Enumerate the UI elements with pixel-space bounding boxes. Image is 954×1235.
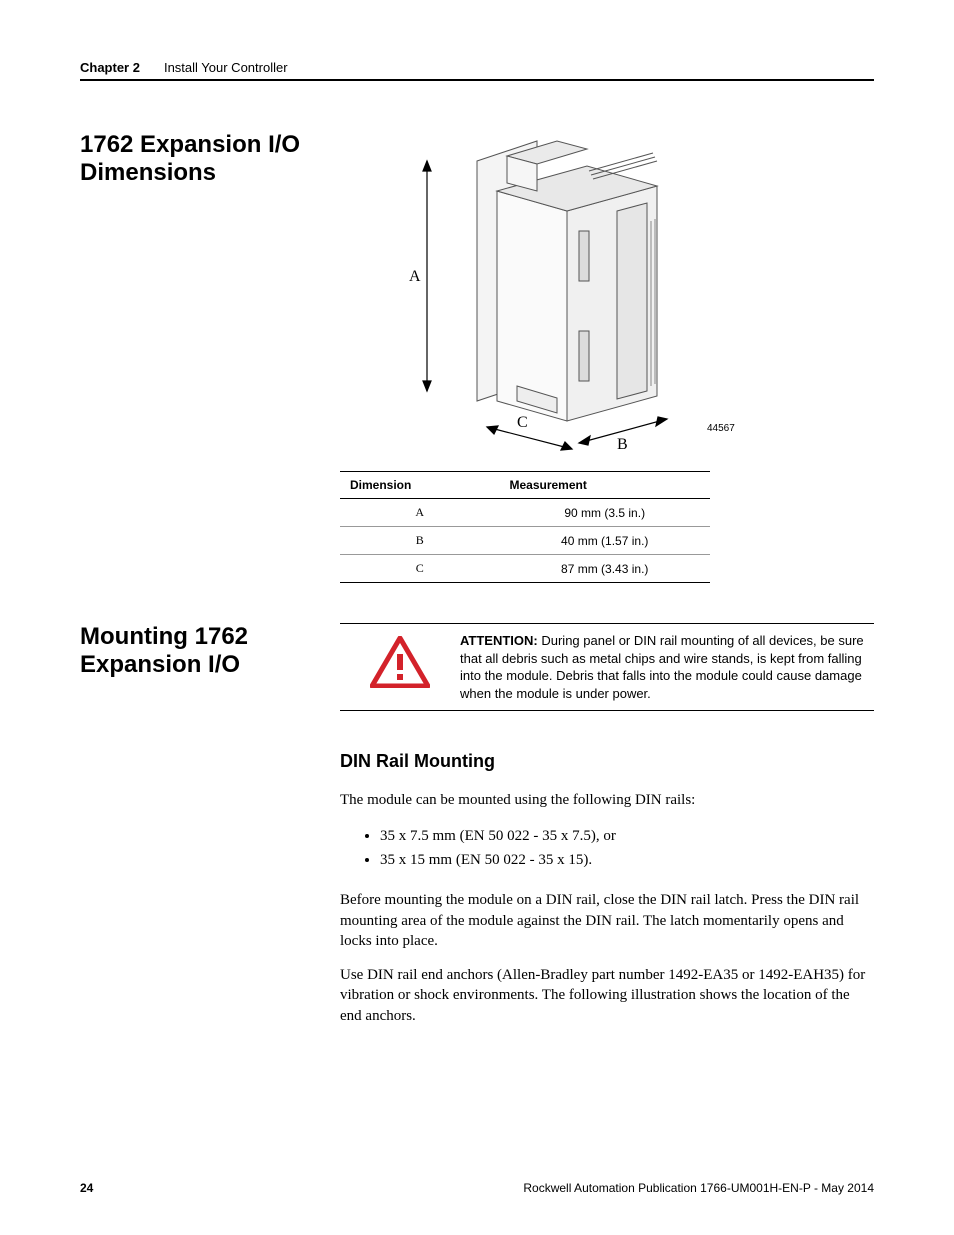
dim-label-c: C (517, 414, 528, 431)
module-diagram-svg: A C B 44567 (340, 131, 874, 451)
cell-dim: B (340, 527, 499, 555)
table-row: B 40 mm (1.57 in.) (340, 527, 710, 555)
mounting-content: ATTENTION: During panel or DIN rail moun… (340, 623, 874, 1040)
subheading-din-rail: DIN Rail Mounting (340, 751, 874, 772)
module-diagram: A C B 44567 (340, 131, 874, 451)
cell-meas: 90 mm (3.5 in.) (499, 499, 710, 527)
section-mounting: Mounting 1762 Expansion I/O ATTENTION: D… (80, 623, 874, 1040)
din-intro: The module can be mounted using the foll… (340, 790, 874, 810)
list-item: 35 x 15 mm (EN 50 022 - 35 x 15). (380, 848, 874, 872)
page-number: 24 (80, 1181, 93, 1195)
section-heading-dimensions: 1762 Expansion I/O Dimensions (80, 131, 340, 186)
cell-meas: 40 mm (1.57 in.) (499, 527, 710, 555)
col-dimension: Dimension (340, 472, 499, 499)
chapter-label: Chapter 2 (80, 60, 140, 75)
col-measurement: Measurement (499, 472, 710, 499)
table-row: C 87 mm (3.43 in.) (340, 555, 710, 583)
din-para-2: Before mounting the module on a DIN rail… (340, 890, 874, 951)
publication-info: Rockwell Automation Publication 1766-UM0… (523, 1181, 874, 1195)
chapter-title: Install Your Controller (164, 60, 288, 75)
attention-box: ATTENTION: During panel or DIN rail moun… (340, 623, 874, 711)
din-para-3: Use DIN rail end anchors (Allen-Bradley … (340, 965, 874, 1026)
dim-label-a: A (409, 268, 421, 285)
attention-text: ATTENTION: During panel or DIN rail moun… (460, 632, 874, 702)
din-rail-list: 35 x 7.5 mm (EN 50 022 - 35 x 7.5), or 3… (380, 824, 874, 872)
cell-dim: C (340, 555, 499, 583)
cell-dim: A (340, 499, 499, 527)
page-footer: 24 Rockwell Automation Publication 1766-… (80, 1181, 874, 1195)
table-header-row: Dimension Measurement (340, 472, 710, 499)
diagram-part-number: 44567 (707, 423, 735, 434)
section-heading-mounting: Mounting 1762 Expansion I/O (80, 623, 340, 678)
dimensions-content: A C B 44567 (340, 131, 874, 583)
list-item: 35 x 7.5 mm (EN 50 022 - 35 x 7.5), or (380, 824, 874, 848)
dim-label-b: B (617, 436, 628, 451)
attention-label: ATTENTION: (460, 633, 538, 648)
page-header: Chapter 2 Install Your Controller (80, 60, 874, 81)
attention-icon (340, 632, 460, 693)
dimensions-table: Dimension Measurement A 90 mm (3.5 in.) … (340, 471, 710, 583)
cell-meas: 87 mm (3.43 in.) (499, 555, 710, 583)
section-dimensions: 1762 Expansion I/O Dimensions (80, 131, 874, 583)
table-row: A 90 mm (3.5 in.) (340, 499, 710, 527)
